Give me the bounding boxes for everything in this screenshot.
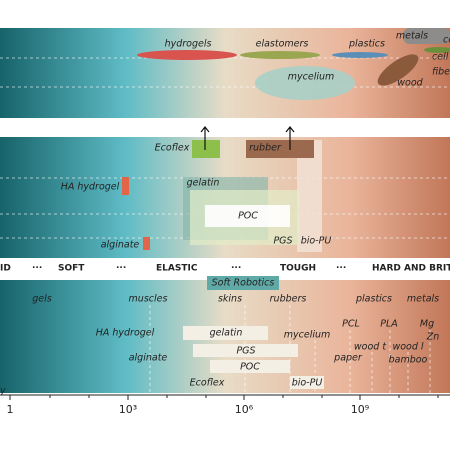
scale-bar: ID ··· SOFT ··· ELASTIC ··· TOUGH ··· HA… [0,264,450,274]
label: mycelium [288,72,335,83]
shape [210,360,290,373]
shape [332,52,388,58]
label: ce [443,35,450,46]
label: wood [397,78,423,89]
label: ··· [32,264,42,274]
label: Zn [426,332,440,343]
label: alginate [129,353,168,364]
label: ··· [336,264,346,274]
label: skins [218,294,242,305]
label: gelatin [210,328,243,339]
shape [403,28,450,44]
label: fibe [432,67,450,78]
label: plastics [355,294,392,305]
label: paper [333,353,363,364]
shape [200,126,295,150]
shape [255,66,355,100]
label: hydrogels [165,39,212,50]
label: 10⁹ [351,403,369,416]
panel-top: hydrogels elastomers plastics metals ce … [0,28,450,118]
label: POC [240,362,260,373]
shape [205,205,290,227]
shape [9,395,439,400]
shape [207,276,279,290]
label: elastomers [256,39,309,50]
label: ··· [116,264,126,274]
label: rubbers [270,294,307,305]
label: muscles [129,294,168,305]
label: metals [407,294,439,305]
shape [143,237,150,250]
label: bio-PU [301,236,332,247]
label: ELASTIC [156,264,198,274]
shape [240,51,320,59]
label: 10³ [119,403,137,416]
label: plastics [348,39,385,50]
label: PGS [273,236,292,247]
x-axis: 1 10³ 10⁶ 10⁹ [0,394,450,416]
label: SOFT [58,264,85,274]
shape [290,376,324,389]
label: gels [32,294,52,305]
shape [137,50,237,60]
shape [183,326,268,340]
label: wood t [354,342,387,353]
label: mycelium [284,330,331,341]
shape [192,140,220,158]
label: Ecoflex [190,378,225,389]
label: gelatin [187,178,220,189]
label: Mg [420,319,434,330]
label: alginate [101,240,140,251]
label: Soft Robotics [212,278,275,289]
label: 1 [7,403,14,416]
label: POC [238,211,258,222]
label: HARD AND BRITT [372,264,450,274]
shape [0,28,450,118]
label: rubber [249,143,282,154]
label: PLA [380,319,398,330]
shape [246,140,314,158]
label: bio-PU [292,378,323,389]
label: PGS [236,346,255,357]
label: metals [396,31,428,42]
label: HA hydrogel [96,328,155,339]
shape [297,140,322,252]
label: HA hydrogel [61,182,120,193]
label: bamboo [389,355,428,366]
shape [377,54,419,86]
label: 10⁶ [235,403,254,416]
shape [193,344,298,357]
shape [122,177,129,195]
panel-bottom: Soft Robotics gelatin PGS POC bio-PU gel… [0,276,450,397]
label: ··· [231,264,241,274]
label: TOUGH [280,264,316,274]
panel-middle: Ecoflex rubber HA hydrogel gelatin POC P… [0,126,450,258]
label: ID [0,264,11,274]
label: y [0,386,6,397]
label: PCL [342,319,360,330]
label: wood l [392,342,423,353]
label: cell [432,52,449,63]
shape [424,47,450,53]
label: Ecoflex [155,143,190,154]
